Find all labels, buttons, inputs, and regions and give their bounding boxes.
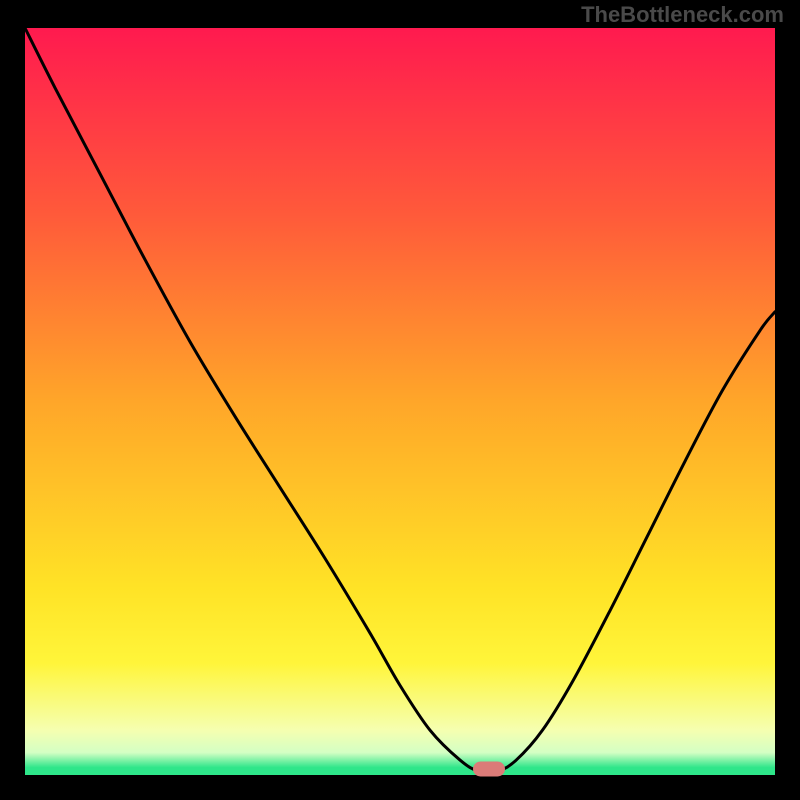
curve-layer xyxy=(25,28,775,775)
plot-area xyxy=(25,28,775,775)
optimum-marker xyxy=(473,762,505,777)
attribution-watermark: TheBottleneck.com xyxy=(581,2,784,28)
chart-container: TheBottleneck.com xyxy=(0,0,800,800)
bottleneck-curve xyxy=(25,28,775,773)
